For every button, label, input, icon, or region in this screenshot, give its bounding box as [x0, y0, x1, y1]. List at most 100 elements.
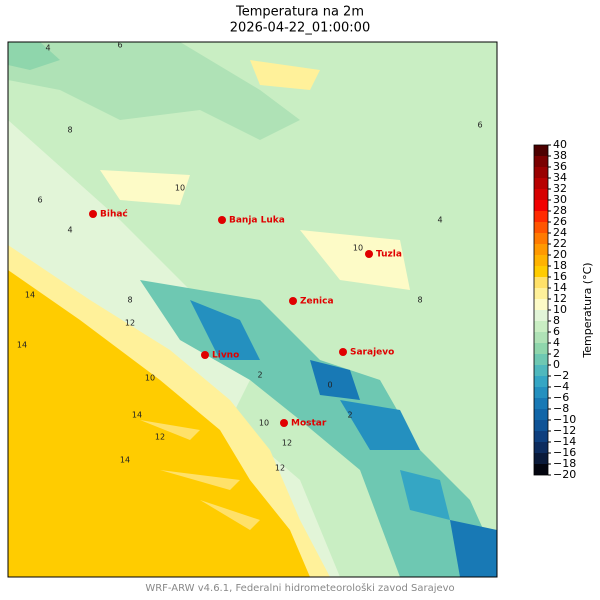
city-marker [201, 351, 209, 359]
city-marker [339, 348, 347, 356]
colorbar-band [534, 464, 548, 475]
colorbar-band [534, 178, 548, 189]
contour-label: 10 [353, 244, 363, 253]
subtitle: 2026-04-22_01:00:00 [230, 21, 370, 36]
colorbar-tick-label: −2 [553, 369, 569, 382]
contour-label: 6 [117, 41, 122, 50]
colorbar-band [534, 431, 548, 442]
colorbar-tick-label: 4 [553, 336, 560, 349]
zone [300, 230, 410, 290]
colorbar-band [534, 222, 548, 233]
colorbar-tick-label: 36 [553, 160, 567, 173]
colorbar-tick-label: 38 [553, 149, 567, 162]
contour-label: 4 [45, 44, 50, 53]
contour-label: 10 [259, 419, 269, 428]
colorbar-band [534, 321, 548, 332]
title: Temperatura na 2m [235, 5, 364, 20]
colorbar-band [534, 211, 548, 222]
city-label: Mostar [291, 419, 327, 429]
contour-label: 12 [282, 439, 292, 448]
contour-label: 0 [327, 381, 332, 390]
colorbar-tick-label: −12 [553, 424, 576, 437]
colorbar-tick-label: 8 [553, 314, 560, 327]
city-label: Livno [212, 351, 239, 361]
contour-label: 14 [132, 411, 142, 420]
colorbar-band [534, 189, 548, 200]
city-label: Tuzla [376, 250, 402, 260]
colorbar-band [534, 409, 548, 420]
contour-label: 4 [437, 216, 442, 225]
footer: WRF-ARW v4.6.1, Federalni hidrometeorolo… [145, 582, 454, 594]
colorbar-tick-label: 18 [553, 259, 567, 272]
contour-label: 10 [145, 374, 155, 383]
colorbar-band [534, 266, 548, 277]
contour-label: 6 [477, 121, 482, 130]
colorbar-band [534, 156, 548, 167]
contour-label: 14 [25, 291, 35, 300]
colorbar-tick-label: 24 [553, 226, 567, 239]
colorbar-band [534, 343, 548, 354]
colorbar-tick-label: −6 [553, 391, 569, 404]
colorbar-band [534, 299, 548, 310]
contour-label: 6 [37, 196, 42, 205]
colorbar-tick-label: 34 [553, 171, 567, 184]
city-marker [289, 297, 297, 305]
map-frame [7, 41, 498, 578]
zone [8, 42, 60, 70]
contour-label: 2 [257, 371, 262, 380]
contour-label: 12 [155, 433, 165, 442]
island [140, 420, 260, 530]
colorbar-tick-label: 0 [553, 358, 560, 371]
colorbar-band [534, 244, 548, 255]
city-marker [89, 210, 97, 218]
colorbar-tick-label: −8 [553, 402, 569, 415]
colorbar-band [534, 288, 548, 299]
colorbar-tick-label: −16 [553, 446, 576, 459]
contour-label: 8 [67, 126, 72, 135]
contour-label: 14 [120, 456, 130, 465]
colorbar-tick-label: 6 [553, 325, 560, 338]
colorbar-band [534, 233, 548, 244]
colorbar-tick-label: 10 [553, 303, 567, 316]
colorbar-tick-label: 16 [553, 270, 567, 283]
colorbar-band [534, 354, 548, 365]
city-marker [280, 419, 288, 427]
colorbar-band [534, 453, 548, 464]
contour-label: 10 [175, 184, 185, 193]
zone [450, 520, 497, 577]
colorbar-band [534, 376, 548, 387]
colorbar-tick-label: −4 [553, 380, 569, 393]
colorbar-band [534, 277, 548, 288]
colorbar-band [534, 387, 548, 398]
colorbar-tick-label: 30 [553, 193, 567, 206]
colorbar-band [534, 255, 548, 266]
colorbar-band [534, 145, 548, 156]
zone [8, 42, 300, 140]
colorbar-band [534, 332, 548, 343]
contour-label: 12 [125, 319, 135, 328]
colorbar-label: Temperatura (°C) [581, 262, 594, 358]
city-label: Sarajevo [350, 348, 394, 358]
zone [400, 470, 450, 520]
zone [190, 300, 260, 360]
city-marker [218, 216, 226, 224]
colorbar-tick-label: 32 [553, 182, 567, 195]
city-label: Zenica [300, 297, 334, 307]
map: 4 6 8 4 10 8 6 10 14 14 12 10 2 0 2 10 12 14 12 14 12 6 4 8 [8, 41, 497, 577]
colorbar-band [534, 365, 548, 376]
colorbar-band [534, 442, 548, 453]
colorbar-band [534, 398, 548, 409]
city-marker [365, 250, 373, 258]
zone [100, 170, 190, 205]
colorbar-tick-label: 26 [553, 215, 567, 228]
contour-label: 8 [127, 296, 132, 305]
colorbar-tick-label: −20 [553, 468, 576, 481]
colorbar-band [534, 200, 548, 211]
colorbar-tick-label: −18 [553, 457, 576, 470]
colorbar-tick-label: 22 [553, 237, 567, 250]
contour-label: 14 [17, 341, 27, 350]
colorbar-tick-label: −10 [553, 413, 576, 426]
contour-label: 12 [275, 464, 285, 473]
colorbar-tick-label: −14 [553, 435, 576, 448]
